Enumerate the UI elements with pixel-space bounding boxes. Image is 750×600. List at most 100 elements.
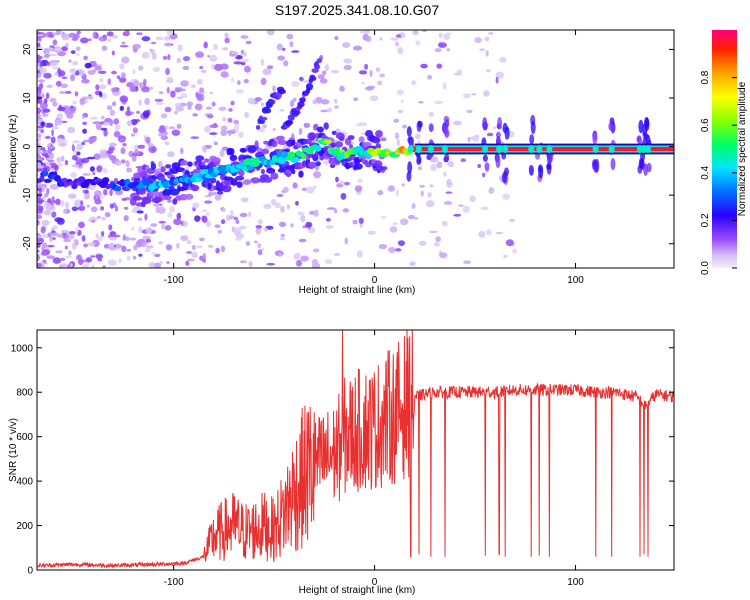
noise-speck (199, 65, 204, 70)
noise-speck (199, 87, 205, 93)
noise-speck (75, 226, 79, 234)
ridge-node (407, 145, 414, 153)
noise-speck (43, 209, 51, 216)
noise-speck (107, 38, 112, 43)
noise-speck (233, 120, 240, 124)
noise-speck (279, 237, 286, 241)
smear-blob (592, 132, 598, 145)
noise-speck (80, 157, 90, 164)
noise-speck (199, 237, 205, 242)
smear-blob (406, 126, 412, 137)
noise-speck (109, 188, 113, 196)
noise-speck (226, 214, 230, 222)
ridge-halo-blob (133, 172, 143, 179)
noise-speck (183, 220, 188, 228)
noise-speck (137, 217, 143, 221)
noise-speck (155, 206, 160, 214)
noise-speck (71, 37, 78, 41)
branch-blob (278, 88, 286, 95)
noise-speck (281, 47, 286, 51)
noise-speck (191, 244, 196, 251)
branch-blob (255, 125, 261, 130)
noise-speck (76, 254, 83, 261)
noise-speck (121, 197, 127, 201)
noise-speck (352, 219, 358, 225)
noise-speck (469, 195, 476, 203)
noise-speck (101, 45, 108, 51)
noise-speck (214, 224, 221, 229)
noise-speck (495, 71, 504, 79)
noise-speck (44, 154, 50, 158)
noise-speck (395, 189, 399, 197)
noise-speck (91, 264, 95, 268)
noise-speck (445, 191, 453, 194)
noise-speck (52, 39, 58, 46)
spectrogram-plot-area (37, 30, 674, 268)
ridge-blob (42, 170, 49, 177)
ridge-halo-blob (271, 140, 278, 148)
ridge-halo-blob (371, 136, 381, 144)
noise-speck (119, 77, 127, 83)
ridge-node (502, 145, 509, 153)
noise-speck (92, 172, 96, 175)
noise-speck (120, 159, 126, 164)
ridge-node (441, 145, 448, 153)
noise-speck (144, 213, 148, 221)
noise-speck (47, 232, 52, 238)
noise-speck (155, 102, 164, 105)
noise-speck (443, 171, 447, 177)
noise-speck (297, 260, 303, 267)
noise-speck (41, 113, 49, 117)
noise-speck (151, 41, 156, 45)
noise-speck (176, 242, 180, 249)
noise-speck (120, 147, 126, 155)
figure-title: S197.2025.341.08.10.G07 (275, 2, 439, 18)
noise-speck (58, 91, 67, 94)
noise-speck (191, 251, 199, 258)
snr-x-axis: -100 0 100 (164, 330, 584, 588)
ridge-halo-blob (195, 155, 205, 162)
noise-speck (90, 116, 98, 120)
smear-blob (417, 120, 423, 128)
noise-speck (280, 109, 285, 112)
noise-speck (37, 79, 45, 83)
noise-speck (39, 175, 45, 182)
noise-speck (234, 230, 241, 237)
spec-x-tick-label: 100 (567, 275, 584, 286)
noise-speck (474, 134, 480, 138)
noise-speck (377, 80, 383, 86)
noise-speck (387, 185, 395, 192)
noise-speck (100, 127, 108, 131)
noise-speck (43, 48, 50, 56)
noise-speck (49, 183, 59, 190)
noise-speck (179, 102, 187, 107)
ridge-halo-blob (254, 140, 259, 148)
noise-speck (205, 212, 210, 216)
smear-blob (406, 171, 412, 182)
noise-speck (289, 41, 294, 48)
branch-blob (264, 108, 272, 114)
noise-speck (367, 85, 376, 89)
noise-speck (434, 100, 444, 105)
noise-speck (37, 151, 43, 154)
noise-speck (272, 128, 277, 131)
noise-speck (70, 105, 74, 109)
noise-speck (37, 127, 41, 132)
noise-speck (135, 240, 143, 248)
noise-speck (240, 35, 249, 39)
noise-speck (324, 64, 330, 72)
noise-speck (83, 55, 88, 61)
noise-speck (37, 107, 42, 114)
noise-speck (291, 81, 300, 88)
noise-speck (83, 243, 88, 248)
noise-speck (132, 43, 142, 50)
noise-speck (228, 108, 233, 112)
noise-speck (202, 252, 207, 261)
noise-speck (177, 44, 183, 52)
noise-speck (220, 245, 226, 253)
noise-speck (212, 191, 217, 196)
ridge-halo-blob (162, 188, 172, 197)
noise-speck (325, 225, 334, 229)
noise-speck (37, 133, 42, 138)
noise-speck (344, 181, 350, 186)
